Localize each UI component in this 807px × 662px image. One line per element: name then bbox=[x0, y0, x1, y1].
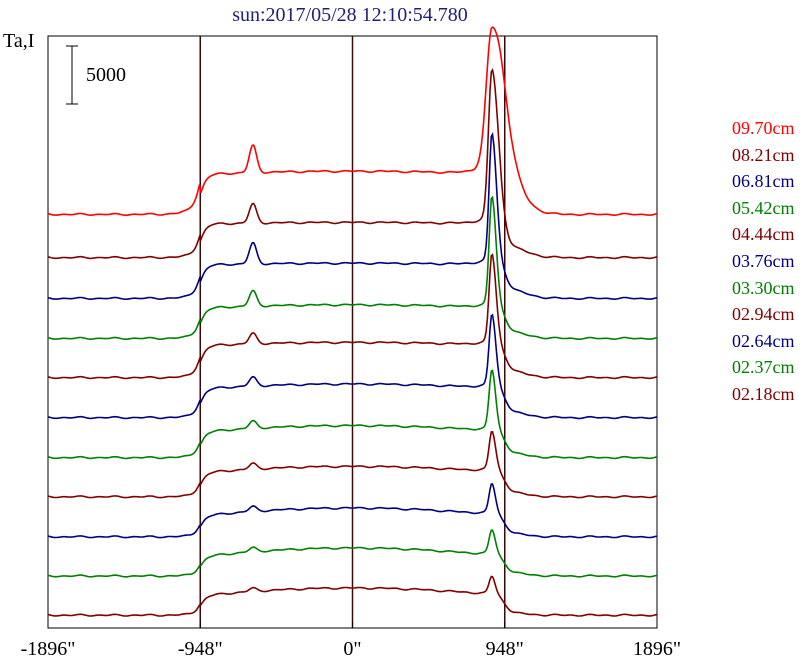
legend-entry: 08.21cm bbox=[732, 144, 795, 165]
legend-entry: 06.81cm bbox=[732, 171, 795, 192]
y-axis-label: Ta,I bbox=[3, 30, 35, 52]
x-tick-label: 1896" bbox=[632, 638, 682, 660]
series-line bbox=[47, 313, 658, 420]
series-line bbox=[47, 369, 658, 460]
series-line bbox=[47, 131, 658, 301]
series-line bbox=[47, 529, 658, 578]
chart-title: sun:2017/05/28 12:10:54.780 bbox=[232, 4, 468, 26]
legend-entry: 04.44cm bbox=[732, 224, 795, 245]
legend-entry: 02.37cm bbox=[732, 357, 795, 378]
series-line bbox=[47, 67, 658, 260]
legend-entry: 02.64cm bbox=[732, 330, 795, 351]
x-tick-label: 948" bbox=[485, 638, 524, 660]
series-line bbox=[47, 195, 658, 341]
legend-entry: 02.94cm bbox=[732, 304, 795, 325]
scale-bar-label: 5000 bbox=[86, 64, 126, 86]
series-line bbox=[47, 483, 658, 539]
series-line bbox=[47, 430, 658, 499]
legend-entry: 02.18cm bbox=[732, 384, 795, 404]
legend-entry: 03.30cm bbox=[732, 277, 795, 298]
legend-entry: 05.42cm bbox=[732, 197, 795, 218]
x-tick-label: -948" bbox=[177, 638, 223, 660]
series-line bbox=[47, 575, 658, 617]
legend-entry: 03.76cm bbox=[732, 251, 795, 271]
x-tick-label: -1896" bbox=[20, 638, 76, 660]
series-line bbox=[47, 253, 658, 380]
legend-entry: 09.70cm bbox=[732, 118, 795, 138]
x-tick-label: 0" bbox=[343, 638, 362, 660]
series-line bbox=[47, 26, 658, 217]
